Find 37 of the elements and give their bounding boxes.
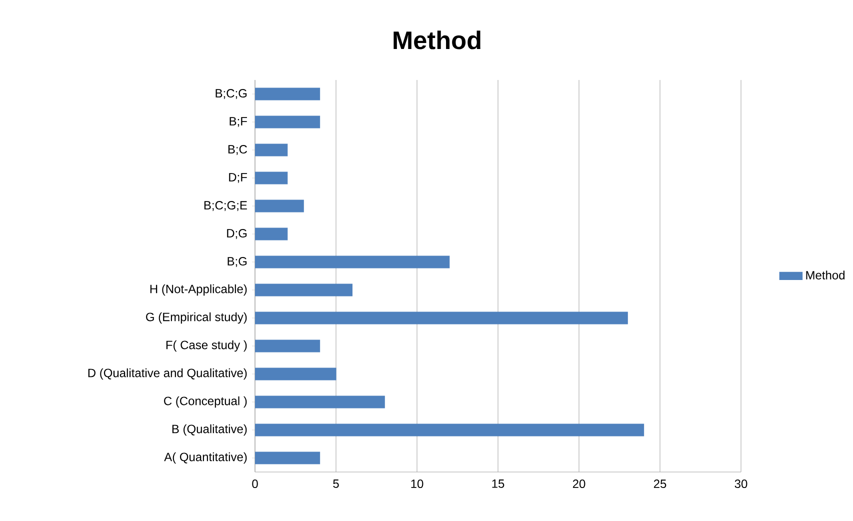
bar xyxy=(255,144,288,156)
chart-title: Method xyxy=(394,30,480,50)
x-tick-label: 20 xyxy=(572,480,586,488)
y-tick-label: B;G xyxy=(228,257,247,267)
bar xyxy=(255,116,320,128)
y-tick-label: D;F xyxy=(229,173,247,183)
bar xyxy=(255,424,644,436)
bar xyxy=(255,228,288,240)
y-tick-label: D (Qualitative and Qualitative) xyxy=(88,368,247,380)
bar xyxy=(255,368,336,380)
bar xyxy=(255,452,320,464)
y-tick-label: B;C xyxy=(228,145,248,155)
bar xyxy=(255,88,320,100)
y-tick-label: B (Qualitative) xyxy=(172,424,247,436)
bar xyxy=(255,340,320,352)
y-tick-label: F( Case study ) xyxy=(166,340,247,352)
y-tick-label: A( Quantitative) xyxy=(164,452,247,464)
bar xyxy=(255,312,628,324)
x-tick-label: 25 xyxy=(654,480,666,488)
bar xyxy=(255,256,450,268)
x-tick-label: 30 xyxy=(734,480,748,488)
x-tick-label: 15 xyxy=(492,480,504,488)
bar xyxy=(255,172,288,184)
x-tick-label: 10 xyxy=(411,480,424,488)
x-tick-label: 5 xyxy=(333,480,339,488)
bar xyxy=(255,396,385,408)
x-tick-label: 0 xyxy=(252,480,258,488)
legend-label: Method xyxy=(806,270,844,280)
bar xyxy=(255,200,304,212)
y-tick-label: D;G xyxy=(227,229,247,239)
y-tick-label: G (Empirical study) xyxy=(146,312,247,324)
bar xyxy=(255,284,352,296)
y-tick-label: B;F xyxy=(230,117,247,127)
y-tick-label: C (Conceptual ) xyxy=(164,396,247,408)
y-tick-label: H (Not-Applicable) xyxy=(150,284,247,296)
y-tick-label: B;C;G;E xyxy=(204,201,247,211)
y-tick-label: B;C;G xyxy=(216,89,247,99)
